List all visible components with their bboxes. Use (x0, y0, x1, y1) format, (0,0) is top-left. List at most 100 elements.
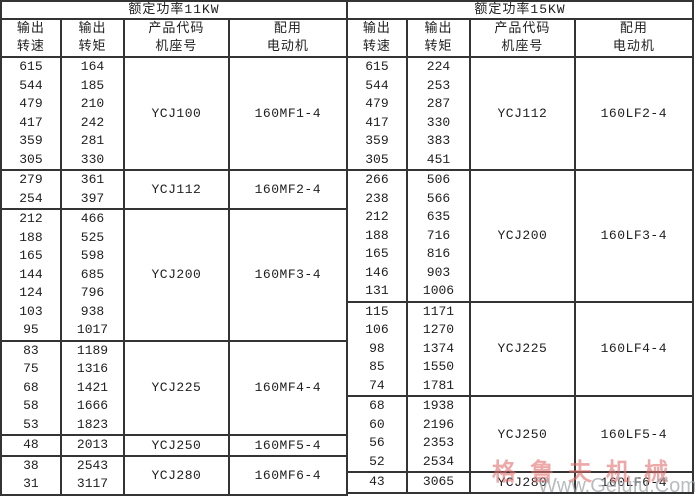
output-torque-value: 525 (80, 229, 105, 245)
output-torque-value: 1550 (422, 359, 455, 374)
product-code-cell: YCJ200 (469, 169, 576, 303)
output-speed-value: 106 (365, 322, 389, 337)
output-speed-cell: 115 106 98 85 74 (346, 300, 408, 397)
spec-group-row: 83 75 68 58 53 1189 1316 1421 1666 1823 YCJ225 160M… (0, 339, 349, 436)
output-torque-value: 1270 (422, 322, 455, 337)
col-header-line: 配用 (273, 21, 302, 36)
output-speed-cell: 68 60 56 52 (346, 395, 408, 473)
output-speed-cell: 212 188 165 144 124 103 95 (0, 208, 62, 342)
matched-motor-cell: 160LF5-4 (573, 395, 695, 473)
output-torque-value: 451 (426, 151, 451, 167)
col-header-line: 转矩 (78, 39, 107, 54)
matched-motor-cell: 160MF4-4 (227, 339, 349, 436)
product-code-cell: YCJ280 (123, 454, 230, 496)
output-torque-value: 224 (426, 59, 451, 74)
output-speed-value: 417 (19, 114, 43, 130)
product-code-cell: YCJ225 (469, 300, 576, 397)
matched-motor-cell: 160LF3-4 (573, 169, 695, 303)
matched-motor-cell: 160LF6-4 (573, 471, 695, 494)
output-torque-value: 635 (426, 209, 451, 224)
col-header-line: 机座号 (501, 39, 544, 54)
output-torque-value: 242 (80, 114, 105, 130)
output-speed-value: 52 (369, 453, 385, 469)
output-torque-value: 938 (80, 303, 105, 319)
output-torque-value: 796 (80, 285, 105, 300)
output-speed-value: 188 (365, 227, 389, 243)
output-speed-value: 417 (365, 114, 389, 130)
output-torque-cell: 466 525 598 685 796 938 1017 (59, 208, 126, 342)
output-speed-value: 48 (23, 437, 39, 452)
col-header-output-torque: 输出 转矩 (405, 18, 472, 58)
col-header-line: 输出 (362, 21, 391, 36)
output-speed-cell: 48 (0, 434, 62, 457)
output-torque-value: 903 (426, 264, 451, 280)
spec-group-row: 68 60 56 52 1938 2196 2353 2534 YCJ250 160LF5-4 (346, 395, 695, 473)
output-torque-cell: 2543 3117 (59, 454, 126, 496)
spec-group-row: 38 31 2543 3117 YCJ280 160MF6-4 (0, 454, 349, 496)
output-speed-cell: 43 (346, 471, 408, 494)
product-code-cell: YCJ112 (123, 169, 230, 210)
output-torque-value: 185 (80, 77, 105, 93)
output-speed-value: 85 (369, 359, 385, 374)
product-code-cell: YCJ100 (123, 56, 230, 171)
output-torque-value: 2353 (422, 435, 455, 450)
col-header-line: 转速 (16, 39, 45, 54)
output-speed-cell: 266 238 212 188 165 146 131 (346, 169, 408, 303)
output-speed-value: 56 (369, 435, 385, 450)
output-speed-value: 95 (23, 322, 39, 337)
output-torque-value: 383 (426, 133, 451, 148)
matched-motor-cell: 160LF4-4 (573, 300, 695, 397)
output-speed-cell: 279 254 (0, 169, 62, 210)
output-torque-cell: 164 185 210 242 281 330 (59, 56, 126, 171)
output-torque-value: 1781 (422, 377, 455, 393)
col-header-line: 电动机 (612, 39, 655, 54)
output-speed-value: 238 (365, 190, 389, 206)
output-torque-value: 466 (80, 211, 105, 226)
output-speed-value: 31 (23, 476, 39, 491)
spec-group-row: 43 3065 YCJ280 160LF6-4 (346, 471, 695, 494)
output-torque-cell: 506 566 635 716 816 903 1006 (405, 169, 472, 303)
output-torque-value: 281 (80, 133, 105, 148)
output-speed-value: 212 (365, 209, 389, 224)
output-speed-value: 43 (369, 474, 385, 489)
col-header-product-code-frame: 产品代码 机座号 (123, 18, 230, 58)
output-speed-value: 68 (23, 379, 39, 395)
output-speed-value: 74 (369, 377, 385, 393)
output-torque-value: 3117 (76, 476, 109, 491)
col-header-matched-motor: 配用 电动机 (227, 18, 349, 58)
spec-group-row: 115 106 98 85 74 1171 1270 1374 1550 1781 YCJ225 16… (346, 300, 695, 397)
output-torque-value: 1666 (76, 398, 109, 413)
output-speed-value: 146 (365, 264, 389, 280)
output-speed-value: 124 (19, 285, 43, 300)
col-header-line: 配用 (619, 21, 648, 36)
output-speed-value: 305 (365, 151, 389, 167)
col-header-matched-motor: 配用 电动机 (573, 18, 695, 58)
col-header-product-code-frame: 产品代码 机座号 (469, 18, 576, 58)
col-header-line: 输出 (424, 21, 453, 36)
spec-group-row: 266 238 212 188 165 146 131 506 566 635 716 816 903 1… (346, 169, 695, 303)
output-torque-value: 566 (426, 190, 451, 206)
matched-motor-cell: 160MF2-4 (227, 169, 349, 210)
matched-motor-cell: 160LF2-4 (573, 56, 695, 171)
output-torque-value: 1006 (422, 283, 455, 298)
output-torque-value: 598 (80, 248, 105, 263)
output-speed-value: 359 (19, 133, 43, 148)
output-speed-value: 53 (23, 416, 39, 432)
product-code-cell: YCJ200 (123, 208, 230, 342)
spec-group-row: 615 544 479 417 359 305 164 185 210 242 281 330 YCJ1… (0, 56, 349, 171)
output-torque-value: 3065 (422, 474, 455, 489)
output-speed-value: 83 (23, 342, 39, 358)
output-speed-value: 279 (19, 172, 43, 187)
spec-group-row: 212 188 165 144 124 103 95 466 525 598 685 796 938 10… (0, 208, 349, 342)
output-torque-value: 2543 (76, 457, 109, 473)
output-speed-value: 165 (365, 246, 389, 261)
output-torque-value: 210 (80, 96, 105, 111)
col-header-output-speed: 输出 转速 (0, 18, 62, 58)
output-torque-cell: 1938 2196 2353 2534 (405, 395, 472, 473)
output-torque-value: 164 (80, 59, 105, 74)
output-torque-value: 506 (426, 172, 451, 187)
output-torque-value: 330 (426, 114, 451, 130)
col-header-output-torque: 输出 转矩 (59, 18, 126, 58)
output-torque-value: 1189 (76, 342, 109, 358)
